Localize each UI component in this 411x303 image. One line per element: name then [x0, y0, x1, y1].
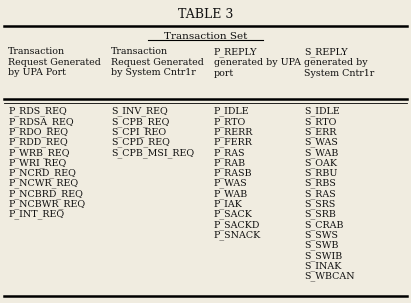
Text: S_WAS: S_WAS	[304, 138, 338, 147]
Text: S_WBCAN: S_WBCAN	[304, 271, 355, 281]
Text: P_REPLY
generated by UPA
port: P_REPLY generated by UPA port	[214, 47, 301, 78]
Text: S_RTO: S_RTO	[304, 117, 337, 127]
Text: P_RAS: P_RAS	[214, 148, 245, 158]
Text: S_ERR: S_ERR	[304, 127, 337, 137]
Text: S_INV_REQ: S_INV_REQ	[111, 107, 168, 116]
Text: P_INT_REQ: P_INT_REQ	[8, 210, 65, 219]
Text: S_RAS: S_RAS	[304, 189, 336, 199]
Text: S_CPB_MSI_REQ: S_CPB_MSI_REQ	[111, 148, 194, 158]
Text: P_RAB: P_RAB	[214, 158, 246, 168]
Text: S_SWS: S_SWS	[304, 230, 338, 240]
Text: Transaction
Request Generated
by UPA Port: Transaction Request Generated by UPA Por…	[8, 47, 101, 78]
Text: P_RASB: P_RASB	[214, 168, 252, 178]
Text: P_NCRD_REQ: P_NCRD_REQ	[8, 168, 76, 178]
Text: P_WRI_REQ: P_WRI_REQ	[8, 158, 67, 168]
Text: P_WRB_REQ: P_WRB_REQ	[8, 148, 70, 158]
Text: P_IAK: P_IAK	[214, 199, 242, 209]
Text: S_SWB: S_SWB	[304, 241, 339, 250]
Text: P_SACKD: P_SACKD	[214, 220, 260, 230]
Text: S_RBU: S_RBU	[304, 168, 337, 178]
Text: P_NCBWR_REQ: P_NCBWR_REQ	[8, 199, 85, 209]
Text: P_SACK: P_SACK	[214, 210, 253, 219]
Text: TABLE 3: TABLE 3	[178, 8, 233, 21]
Text: P_NCBRD_REQ: P_NCBRD_REQ	[8, 189, 83, 199]
Text: P_RTO: P_RTO	[214, 117, 246, 127]
Text: S_CPD_REQ: S_CPD_REQ	[111, 138, 170, 147]
Text: S_REPLY
generated by
System Cntr1r: S_REPLY generated by System Cntr1r	[304, 47, 374, 78]
Text: S_IDLE: S_IDLE	[304, 107, 340, 116]
Text: P_RDSA_REQ: P_RDSA_REQ	[8, 117, 74, 127]
Text: S_RBS: S_RBS	[304, 179, 336, 188]
Text: P_NCWR_REQ: P_NCWR_REQ	[8, 179, 79, 188]
Text: P_SNACK: P_SNACK	[214, 230, 261, 240]
Text: S_WAB: S_WAB	[304, 148, 339, 158]
Text: P_RDD_REQ: P_RDD_REQ	[8, 138, 68, 147]
Text: Transaction
Request Generated
by System Cntr1r: Transaction Request Generated by System …	[111, 47, 204, 78]
Text: P_FERR: P_FERR	[214, 138, 253, 147]
Text: P_IDLE: P_IDLE	[214, 107, 249, 116]
Text: S_CRAB: S_CRAB	[304, 220, 344, 230]
Text: P_RDS_REQ: P_RDS_REQ	[8, 107, 67, 116]
Text: P_RDO_REQ: P_RDO_REQ	[8, 127, 68, 137]
Text: P_RERR: P_RERR	[214, 127, 253, 137]
Text: P_WAS: P_WAS	[214, 179, 247, 188]
Text: Transaction Set: Transaction Set	[164, 32, 247, 41]
Text: S_INAK: S_INAK	[304, 261, 342, 271]
Text: S_CPI_REO: S_CPI_REO	[111, 127, 166, 137]
Text: S_OAK: S_OAK	[304, 158, 337, 168]
Text: S_CPB_REQ: S_CPB_REQ	[111, 117, 169, 127]
Text: P_WAB: P_WAB	[214, 189, 248, 199]
Text: S_SRS: S_SRS	[304, 199, 335, 209]
Text: S_SWIB: S_SWIB	[304, 251, 342, 261]
Text: S_SRB: S_SRB	[304, 210, 336, 219]
